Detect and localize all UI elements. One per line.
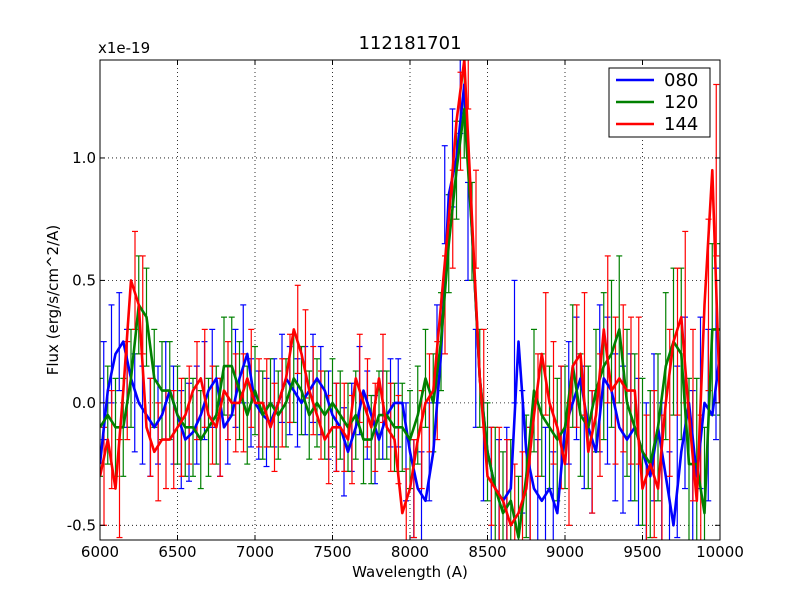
x-tick-label: 9000 xyxy=(546,543,584,561)
x-tick-label: 8000 xyxy=(391,543,429,561)
x-tick-label: 8500 xyxy=(468,543,506,561)
series-line-144 xyxy=(100,60,720,527)
chart-title: 112181701 xyxy=(358,33,461,54)
y-tick-label: 0.5 xyxy=(72,271,96,289)
data-series xyxy=(100,60,720,539)
y-tick-label: 1.0 xyxy=(72,149,96,167)
axis-ticks xyxy=(99,60,721,540)
x-tick-labels: 6000 6500 7000 7500 8000 8500 9000 9500 10000 xyxy=(81,543,744,561)
x-tick-label: 6000 xyxy=(81,543,119,561)
legend-label-120: 120 xyxy=(664,92,698,113)
x-tick-label: 7500 xyxy=(313,543,351,561)
y-offset-label: x1e-19 xyxy=(98,39,150,57)
series-line-120 xyxy=(100,107,720,539)
x-axis-title: Wavelength (A) xyxy=(352,563,468,581)
y-tick-labels: -0.5 0.0 0.5 1.0 xyxy=(67,149,96,534)
y-tick-label: 0.0 xyxy=(72,394,96,412)
x-tick-label: 9500 xyxy=(623,543,661,561)
y-tick-label: -0.5 xyxy=(67,516,96,534)
legend-label-080: 080 xyxy=(664,70,698,91)
x-tick-label: 10000 xyxy=(696,543,744,561)
x-tick-label: 7000 xyxy=(236,543,274,561)
y-axis-title: Flux (erg/s/cm^2/A) xyxy=(44,225,62,376)
series-line-080 xyxy=(100,83,720,527)
x-tick-label: 6500 xyxy=(158,543,196,561)
legend-label-144: 144 xyxy=(664,114,698,135)
